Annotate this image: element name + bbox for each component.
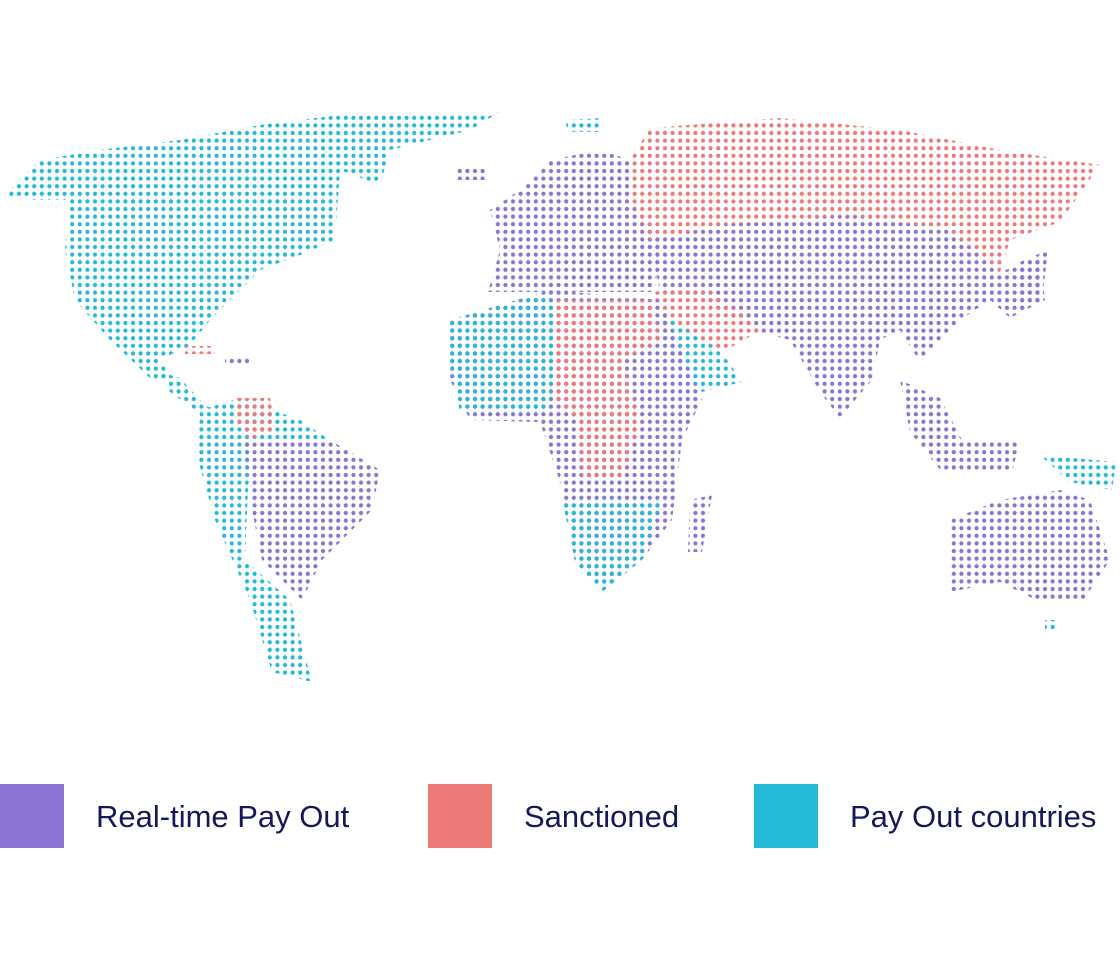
australia: [950, 490, 1110, 602]
legend-label: Pay Out countries: [850, 799, 1096, 834]
greenland-bits: [455, 168, 486, 180]
legend-label: Real-time Pay Out: [96, 799, 350, 834]
legend-swatch: [0, 784, 64, 848]
arabia: [660, 312, 742, 392]
japan: [1018, 250, 1048, 312]
asia: [650, 215, 1045, 418]
africa-south: [562, 500, 662, 592]
south-america-west: [198, 398, 330, 682]
sahara: [556, 300, 662, 480]
caribbean-2: [225, 358, 252, 366]
land: [5, 112, 1116, 682]
africa-northwest: [450, 292, 556, 412]
legend-label: Sanctioned: [524, 799, 679, 834]
south-america-east: [245, 440, 380, 600]
europe: [488, 150, 660, 292]
png: [1040, 455, 1116, 490]
southeast-asia: [900, 380, 1020, 472]
iceland: [565, 118, 602, 132]
legend-swatch: [754, 784, 818, 848]
new-zealand: [1045, 620, 1058, 632]
caribbean: [185, 346, 215, 354]
legend-swatch: [428, 784, 492, 848]
venezuela: [234, 398, 276, 440]
legend: Real-time Pay Out Sanctioned Pay Out count…: [0, 784, 1096, 848]
central-america: [160, 372, 212, 412]
madagascar: [688, 495, 712, 552]
russia: [630, 118, 1100, 272]
north-america: [5, 112, 500, 382]
middle-east: [652, 286, 762, 352]
